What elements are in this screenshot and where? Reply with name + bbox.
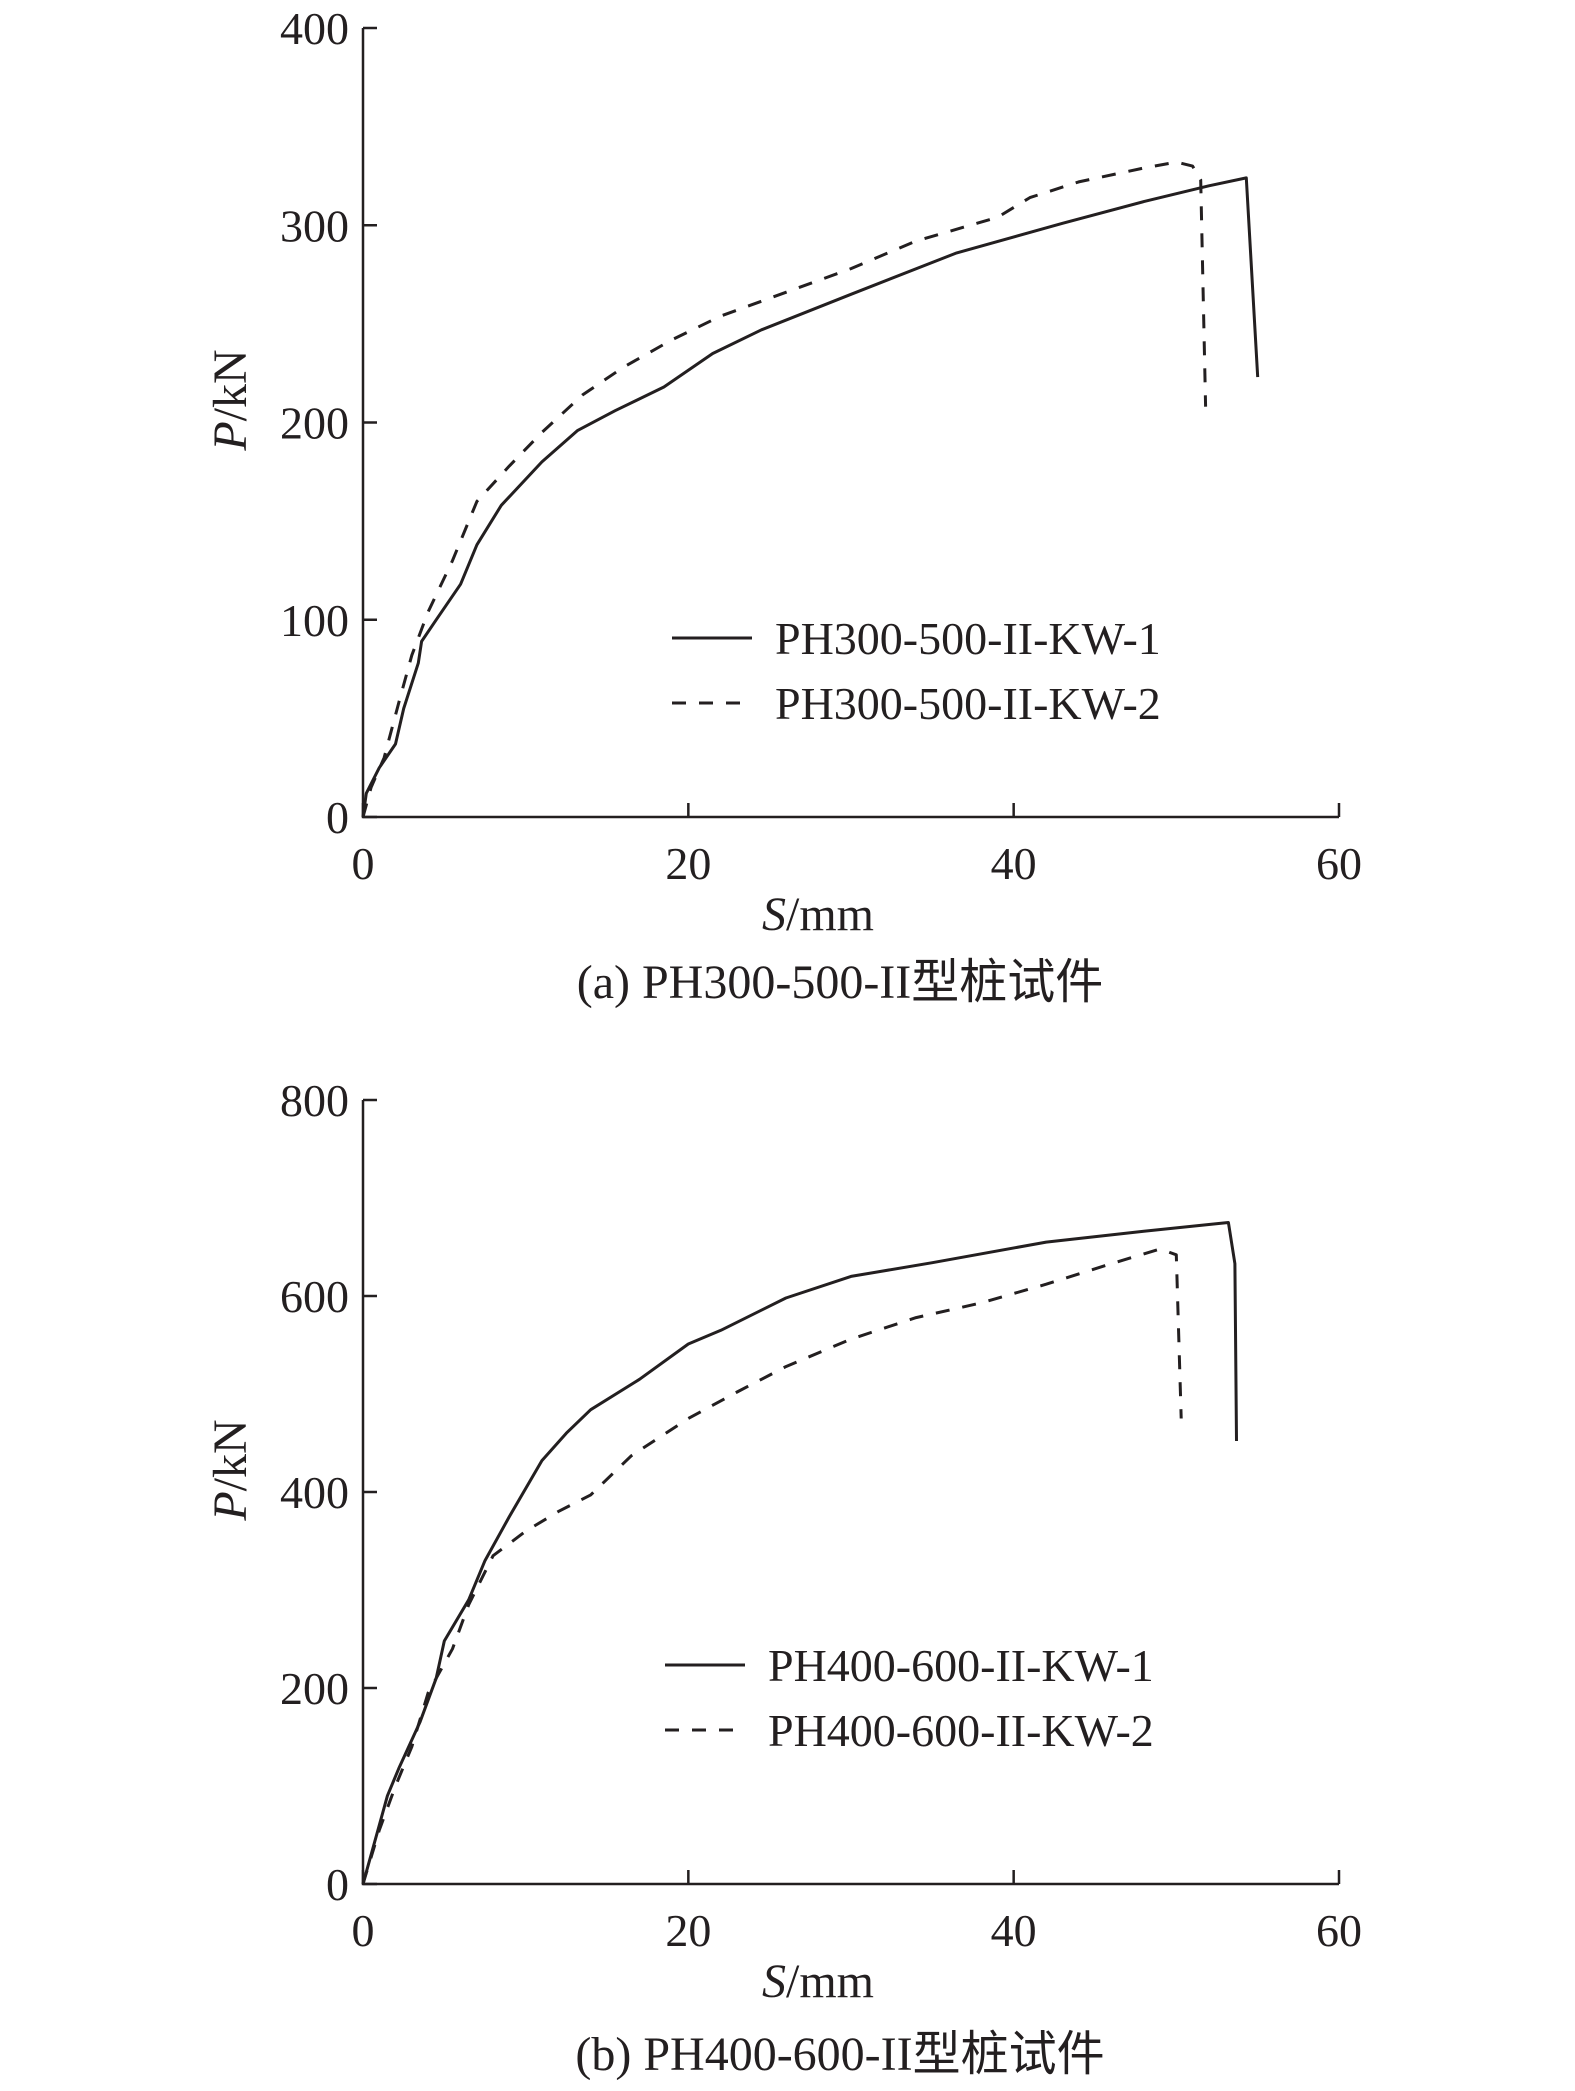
panel-a-y-tick-label: 100 [280,595,349,646]
panel-b-y-axis-symbol: P [204,1491,257,1521]
panel-a-ticks: 0 20 40 60 0 100 200 300 400 [280,3,1362,889]
panel-b-y-tick-label: 400 [280,1467,349,1518]
panel-a-series-dashed-line [361,160,1208,818]
panel-a-y-axis-title: P/kN [204,349,257,451]
panel-a-y-tick-label: 300 [280,200,349,251]
panel-a-x-tick-label: 60 [1316,838,1362,889]
panel-a-x-axis-unit: /mm [786,888,874,941]
panel-a-legend-label-1: PH300-500-II-KW-1 [775,613,1161,664]
panel-a-y-tick-label: 200 [280,398,349,449]
panel-b-x-axis-unit: /mm [786,1955,874,2008]
panel-a-x-axis-symbol: S [762,888,786,941]
panel-b-series [361,1221,1238,1885]
panel-a-legend: PH300-500-II-KW-1 PH300-500-II-KW-2 [672,613,1161,729]
panel-a-y-axis-unit: /kN [204,349,257,421]
panel-b-axis-lines [361,1100,1339,1886]
panel-b-x-axis-title: S/mm [762,1955,874,2008]
panel-b-x-tick-label: 60 [1316,1905,1362,1956]
panel-a-x-tick-label: 40 [991,838,1037,889]
panel-b-y-tick-label: 0 [326,1859,349,1910]
panel-a-chart: 0 20 40 60 0 100 200 300 400 PH300-500-II-KW-1 P… [204,3,1362,1009]
panel-b-y-tick-label: 800 [280,1075,349,1126]
panel-b-series-dashed-line [361,1247,1183,1885]
panel-a-caption: (a) PH300-500-II型桩试件 [577,956,1104,1009]
panel-a-y-tick-label: 400 [280,3,349,54]
panel-a-legend-label-2: PH300-500-II-KW-2 [775,678,1161,729]
panel-b-y-tick-label: 200 [280,1663,349,1714]
panel-a-y-axis-symbol: P [204,421,257,451]
panel-b-legend-label-2: PH400-600-II-KW-2 [768,1705,1154,1756]
panel-a-x-axis-title: S/mm [762,888,874,941]
panel-b-legend: PH400-600-II-KW-1 PH400-600-II-KW-2 [665,1640,1154,1756]
panel-a-x-tick-label: 0 [352,838,375,889]
panel-a-x-tick-label: 20 [665,838,711,889]
panel-b-y-axis-title: P/kN [204,1419,257,1521]
panel-b-x-tick-label: 40 [991,1905,1037,1956]
panel-a-series [361,160,1260,818]
panel-b-y-axis-unit: /kN [204,1419,257,1491]
panel-a-y-tick-label: 0 [326,792,349,843]
panel-b-x-axis-symbol: S [762,1955,786,2008]
panel-b-caption: (b) PH400-600-II型桩试件 [575,2028,1104,2081]
panel-b-axes [361,1100,1339,1886]
panel-b-legend-label-1: PH400-600-II-KW-1 [768,1640,1154,1691]
panel-b-y-tick-label: 600 [280,1271,349,1322]
panel-b-x-tick-label: 20 [665,1905,711,1956]
panel-a-series-solid-line [361,176,1260,818]
panel-b-x-tick-label: 0 [352,1905,375,1956]
